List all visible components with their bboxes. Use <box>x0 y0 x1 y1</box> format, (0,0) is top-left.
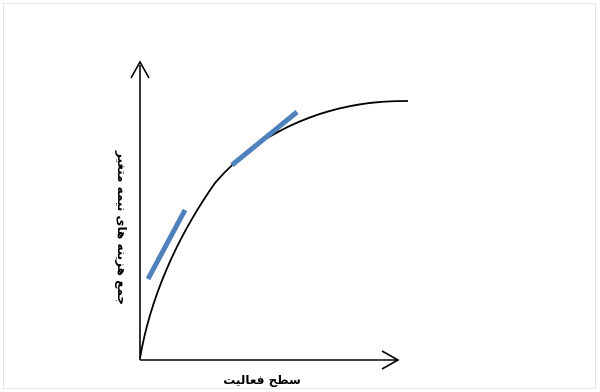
figure-frame <box>3 3 596 389</box>
x-axis-label: سطح فعالیت <box>223 373 301 387</box>
tangent-line-shallow <box>230 110 299 167</box>
y-axis-arrowhead <box>130 60 150 79</box>
x-axis-arrowhead <box>381 350 400 370</box>
tangent-line-steep <box>145 208 188 281</box>
cost-curve <box>139 100 409 359</box>
y-axis-label: جمع هزینه های نیمه متغیر <box>115 150 129 305</box>
